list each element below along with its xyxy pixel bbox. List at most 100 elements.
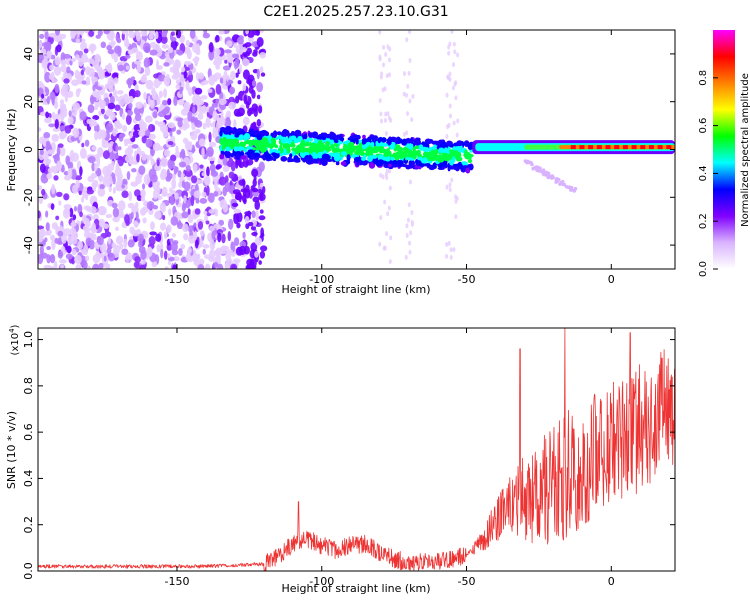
noise-blob [202, 122, 207, 130]
noise-blob [167, 140, 174, 146]
noise-blob [51, 184, 56, 195]
signal-blob [456, 142, 463, 147]
noise-blob [135, 101, 143, 109]
snr-y-label: SNR (10 * v/v) [5, 411, 18, 489]
noise-blob [44, 116, 52, 124]
signal-blob [250, 153, 255, 161]
signal-blob [425, 163, 431, 167]
noise-blob [38, 196, 44, 204]
signal-blob [262, 146, 267, 153]
noise-blob [214, 211, 219, 217]
noise-blob [46, 246, 51, 251]
noise-blob [57, 230, 64, 237]
noise-blob [222, 156, 228, 166]
signal-blob [224, 151, 232, 159]
noise-blob [236, 222, 241, 229]
noise-blob [124, 148, 132, 156]
noise-streak [445, 92, 449, 98]
signal-blob [413, 139, 418, 146]
noise-blob [90, 96, 97, 102]
noise-blob [39, 163, 46, 174]
noise-blob [87, 156, 96, 164]
noise-blob [135, 211, 139, 222]
noise-blob [118, 200, 126, 211]
signal-blob [317, 139, 323, 147]
noise-blob [65, 155, 71, 166]
signal-blob [449, 149, 453, 154]
noise-blob [181, 81, 185, 89]
noise-blob [195, 71, 200, 81]
noise-streak [447, 44, 451, 50]
noise-blob [192, 57, 200, 62]
noise-blob [209, 239, 216, 251]
noise-blob [218, 176, 227, 186]
signal-blob [239, 151, 245, 156]
noise-blob [251, 231, 258, 237]
noise-blob [248, 85, 254, 94]
noise-streak [406, 111, 410, 117]
noise-blob [230, 263, 238, 269]
noise-streak [388, 185, 392, 191]
noise-blob [172, 66, 180, 76]
noise-blob [51, 78, 58, 83]
noise-blob [38, 127, 42, 132]
noise-blob [260, 245, 268, 252]
noise-blob [107, 252, 116, 262]
noise-blob [202, 248, 206, 255]
snr-series-line [38, 328, 675, 571]
noise-streak [446, 75, 450, 81]
signal-blob [235, 138, 239, 146]
noise-blob [190, 116, 196, 123]
noise-blob [119, 132, 126, 138]
noise-blob [92, 263, 100, 269]
colorbar-tick-label: 0.0 [698, 261, 709, 277]
noise-blob [55, 215, 60, 221]
snr-y-tick-label: 1.0 [22, 331, 35, 349]
noise-blob [42, 30, 48, 33]
signal-blob [455, 156, 463, 162]
signal-blob [274, 150, 281, 154]
signal-blob [324, 141, 330, 147]
signal-blob [465, 167, 471, 174]
noise-blob [131, 144, 139, 149]
noise-blob [63, 171, 69, 176]
noise-blob [226, 249, 233, 254]
signal-wing [541, 168, 546, 172]
noise-blob [208, 49, 215, 61]
signal-blob [437, 158, 444, 163]
noise-blob [227, 230, 232, 242]
signal-blob [234, 133, 240, 138]
signal-blob [281, 130, 286, 136]
noise-blob [71, 107, 78, 117]
signal-blob [258, 145, 262, 151]
noise-blob [71, 248, 77, 256]
signal-blob [398, 160, 404, 167]
noise-blob [75, 38, 80, 44]
noise-blob [192, 106, 196, 115]
noise-blob [233, 258, 241, 264]
carrier-peak [579, 145, 585, 150]
noise-blob [258, 215, 266, 221]
noise-blob [252, 178, 257, 187]
signal-blob [449, 165, 455, 170]
carrier-peak [666, 145, 672, 150]
noise-blob [207, 88, 213, 94]
noise-blob [81, 80, 87, 85]
noise-blob [143, 174, 151, 186]
noise-blob [112, 207, 120, 218]
noise-blob [105, 179, 111, 188]
noise-blob [187, 246, 192, 254]
noise-streak [378, 98, 382, 104]
noise-blob [142, 73, 147, 80]
signal-blob [330, 139, 334, 145]
noise-blob [221, 233, 226, 244]
noise-blob [149, 41, 157, 49]
signal-blob [343, 143, 347, 148]
noise-blob [190, 130, 198, 141]
noise-blob [202, 244, 210, 249]
noise-blob [132, 130, 141, 138]
noise-blob [170, 154, 177, 162]
signal-wing [555, 179, 559, 184]
noise-blob [243, 245, 250, 255]
signal-blob [424, 138, 432, 145]
